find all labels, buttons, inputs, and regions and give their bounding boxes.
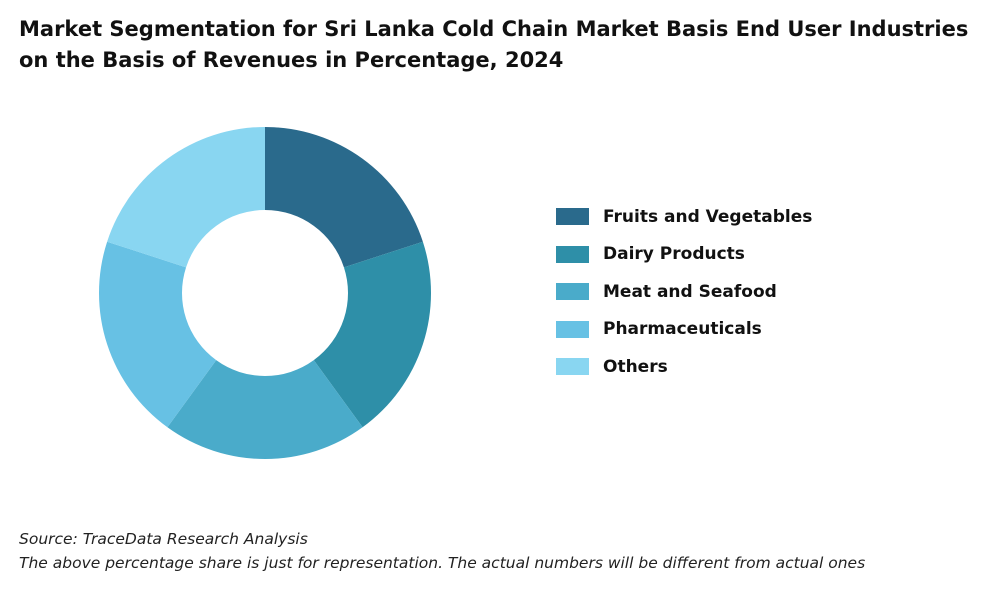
legend-swatch: [556, 320, 589, 338]
donut-slice-meat-and-seafood: [167, 360, 363, 459]
disclaimer-note: The above percentage share is just for r…: [19, 554, 866, 572]
legend-item: Others: [556, 348, 812, 386]
legend-swatch: [556, 245, 589, 263]
legend-swatch: [556, 283, 589, 301]
legend-item: Fruits and Vegetables: [556, 198, 812, 236]
footer: Source: TraceData Research Analysis The …: [19, 527, 979, 575]
legend-label: Pharmaceuticals: [603, 319, 762, 340]
source-note: Source: TraceData Research Analysis: [19, 530, 308, 548]
donut-chart: [99, 127, 431, 459]
legend-label: Meat and Seafood: [603, 281, 777, 302]
legend-label: Others: [603, 356, 668, 377]
donut-slice-dairy-products: [313, 241, 431, 428]
donut-slice-fruits-and-vegetables: [265, 127, 423, 268]
legend-item: Dairy Products: [556, 236, 812, 274]
legend-item: Pharmaceuticals: [556, 311, 812, 349]
legend: Fruits and Vegetables Dairy Products Meat …: [556, 198, 812, 386]
legend-swatch: [556, 358, 589, 376]
legend-item: Meat and Seafood: [556, 273, 812, 311]
chart-title: Market Segmentation for Sri Lanka Cold C…: [19, 14, 979, 76]
chart-title-line-1: Market Segmentation for Sri Lanka Cold C…: [19, 17, 969, 41]
legend-swatch: [556, 208, 589, 226]
chart-title-line-2: on the Basis of Revenues in Percentage, …: [19, 48, 564, 72]
legend-label: Fruits and Vegetables: [603, 206, 813, 227]
donut-slice-pharmaceuticals: [99, 241, 217, 428]
donut-slice-others: [107, 127, 265, 268]
legend-label: Dairy Products: [603, 244, 745, 265]
